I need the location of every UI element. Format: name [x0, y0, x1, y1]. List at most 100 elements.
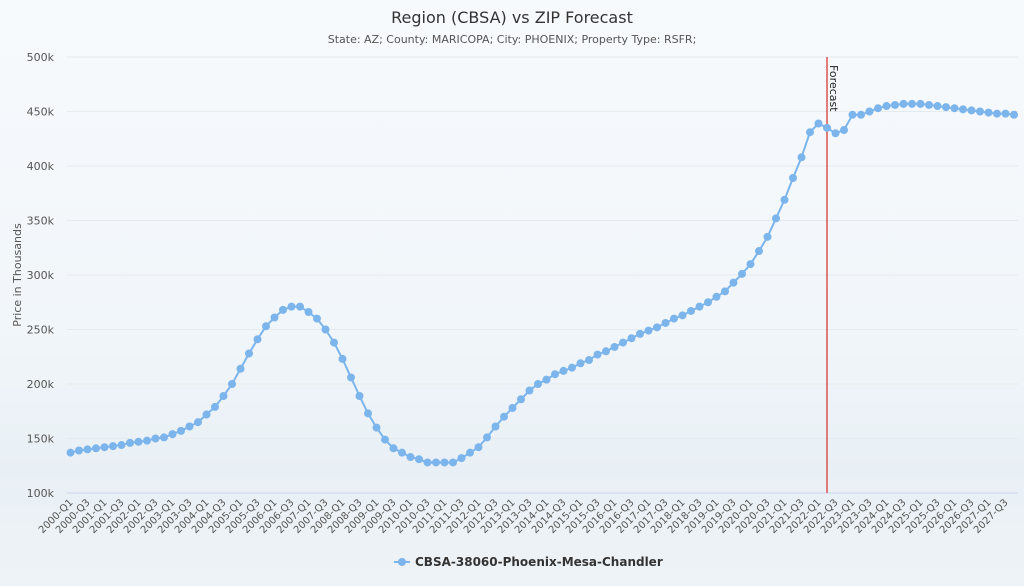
data-point[interactable] [993, 109, 1001, 118]
data-point[interactable] [92, 444, 100, 453]
data-point[interactable] [1001, 109, 1010, 118]
data-point[interactable] [831, 129, 840, 138]
data-point[interactable] [508, 403, 517, 412]
data-point[interactable] [270, 313, 279, 322]
data-point[interactable] [398, 448, 406, 457]
data-point[interactable] [840, 126, 848, 135]
data-point[interactable] [134, 437, 143, 446]
data-point[interactable] [695, 302, 704, 311]
data-point[interactable] [780, 195, 789, 204]
data-point[interactable] [653, 323, 661, 332]
data-point[interactable] [406, 453, 415, 462]
data-point[interactable] [916, 99, 925, 108]
data-point[interactable] [355, 391, 364, 400]
data-point[interactable] [279, 305, 287, 314]
data-point[interactable] [627, 334, 636, 343]
data-point[interactable] [551, 370, 559, 379]
data-point[interactable] [483, 433, 491, 442]
data-point[interactable] [440, 458, 449, 467]
data-point[interactable] [372, 423, 381, 432]
data-point[interactable] [763, 232, 772, 241]
data-point[interactable] [721, 287, 729, 296]
data-point[interactable] [364, 409, 372, 418]
data-point[interactable] [1010, 110, 1018, 119]
data-point[interactable] [874, 104, 882, 113]
data-point[interactable] [262, 322, 270, 331]
data-point[interactable] [177, 426, 185, 435]
data-point[interactable] [738, 269, 746, 278]
data-point[interactable] [296, 302, 304, 311]
data-point[interactable] [925, 100, 933, 109]
data-point[interactable] [848, 110, 857, 119]
data-point[interactable] [457, 454, 466, 463]
data-point[interactable] [959, 105, 967, 114]
data-point[interactable] [670, 314, 678, 323]
data-point[interactable] [126, 438, 134, 447]
data-point[interactable] [687, 306, 695, 315]
data-point[interactable] [100, 443, 109, 452]
data-point[interactable] [491, 422, 500, 431]
data-point[interactable] [338, 354, 347, 363]
data-point[interactable] [789, 173, 797, 182]
data-point[interactable] [976, 107, 984, 116]
data-point[interactable] [772, 214, 780, 223]
data-point[interactable] [542, 375, 551, 384]
data-point[interactable] [814, 119, 823, 128]
data-point[interactable] [143, 436, 151, 445]
data-point[interactable] [602, 347, 610, 356]
data-point[interactable] [389, 444, 398, 453]
data-point[interactable] [610, 342, 619, 351]
data-point[interactable] [644, 326, 653, 335]
data-point[interactable] [66, 448, 75, 457]
data-point[interactable] [857, 110, 865, 119]
data-point[interactable] [823, 123, 831, 132]
data-point[interactable] [891, 100, 899, 109]
data-point[interactable] [449, 458, 457, 467]
data-point[interactable] [160, 433, 168, 442]
data-point[interactable] [797, 153, 806, 162]
data-point[interactable] [330, 338, 338, 347]
data-point[interactable] [933, 102, 942, 111]
data-point[interactable] [321, 325, 330, 334]
legend[interactable]: CBSA-38060-Phoenix-Mesa-Chandler [394, 555, 663, 569]
data-point[interactable] [636, 329, 644, 338]
data-point[interactable] [517, 395, 525, 404]
data-point[interactable] [559, 366, 568, 375]
data-point[interactable] [678, 311, 687, 320]
data-point[interactable] [253, 335, 262, 344]
data-point[interactable] [704, 298, 712, 307]
data-point[interactable] [729, 278, 738, 287]
data-point[interactable] [525, 386, 534, 395]
data-point[interactable] [500, 412, 508, 421]
data-point[interactable] [585, 356, 593, 365]
data-point[interactable] [151, 434, 160, 443]
data-point[interactable] [593, 350, 602, 359]
data-point[interactable] [83, 445, 92, 454]
data-point[interactable] [211, 402, 219, 411]
data-point[interactable] [75, 446, 83, 455]
data-point[interactable] [236, 364, 245, 373]
data-point[interactable] [313, 314, 321, 323]
data-point[interactable] [245, 349, 253, 358]
data-point[interactable] [347, 373, 355, 382]
data-point[interactable] [219, 391, 228, 400]
data-point[interactable] [908, 99, 916, 108]
data-point[interactable] [381, 435, 389, 444]
data-point[interactable] [619, 338, 627, 347]
data-point[interactable] [117, 441, 126, 450]
data-point[interactable] [534, 380, 542, 388]
data-point[interactable] [423, 458, 432, 467]
data-point[interactable] [466, 448, 474, 457]
data-point[interactable] [576, 359, 585, 368]
data-point[interactable] [865, 107, 874, 116]
data-point[interactable] [950, 104, 959, 113]
data-point[interactable] [185, 422, 194, 431]
data-point[interactable] [882, 102, 891, 111]
data-point[interactable] [168, 430, 177, 439]
data-point[interactable] [806, 128, 814, 137]
data-point[interactable] [287, 302, 296, 311]
data-point[interactable] [474, 443, 483, 452]
data-point[interactable] [568, 363, 576, 372]
data-point[interactable] [967, 106, 976, 115]
data-point[interactable] [984, 108, 993, 117]
